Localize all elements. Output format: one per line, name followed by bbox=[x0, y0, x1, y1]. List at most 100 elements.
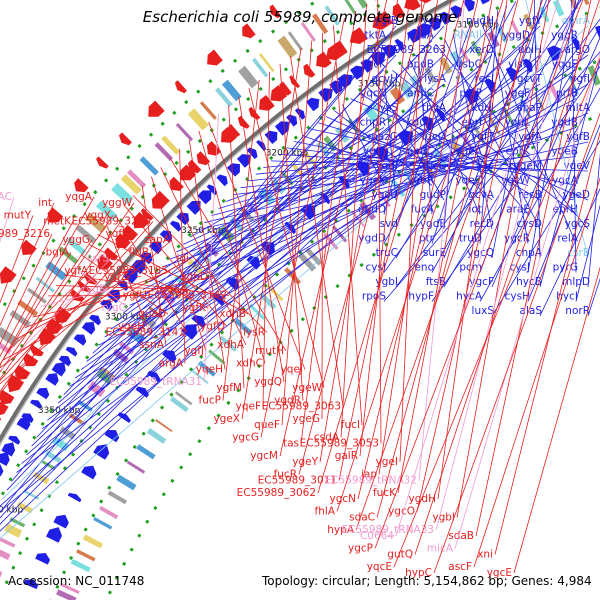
feature-block-outer bbox=[161, 135, 180, 155]
reverse-gene-label: fhlA bbox=[315, 506, 336, 518]
reverse-gene-label: ygfM bbox=[216, 382, 242, 394]
feature-block-inner2 bbox=[488, 116, 501, 135]
forward-gene-label: ygcU bbox=[372, 189, 398, 201]
forward-gene-label: ygcF bbox=[469, 276, 494, 288]
gene-arrow-reverse bbox=[188, 159, 202, 174]
feature-block-inner bbox=[0, 537, 16, 548]
feature-block-inner2 bbox=[191, 370, 209, 384]
reverse-gene-label: yqcE bbox=[367, 561, 392, 573]
gene-arrow-forward-inner bbox=[522, 58, 533, 73]
feature-block-outer bbox=[175, 122, 194, 142]
reverse-gene-leader bbox=[32, 276, 211, 318]
gene-arrow-forward bbox=[337, 74, 353, 89]
feature-block-inner2 bbox=[60, 582, 80, 594]
reverse-gene-leader bbox=[377, 0, 382, 444]
reverse-gene-leader bbox=[317, 0, 465, 494]
forward-gene-label: eprI bbox=[461, 117, 482, 129]
reverse-gene-leader bbox=[9, 270, 91, 350]
feature-block-inner2 bbox=[56, 589, 77, 600]
feature-block-inner bbox=[270, 178, 286, 195]
forward-gene-leader bbox=[47, 69, 529, 421]
reverse-gene-label: xdhA bbox=[217, 339, 245, 351]
feature-block-outer bbox=[127, 169, 147, 189]
gene-arrow-reverse bbox=[206, 141, 222, 156]
reverse-gene-label: lysR bbox=[243, 327, 265, 339]
forward-gene-label: eno bbox=[414, 262, 434, 274]
reverse-gene-label: fucP bbox=[199, 395, 221, 407]
reverse-gene-leader bbox=[114, 214, 188, 333]
forward-gene-leader bbox=[452, 33, 493, 230]
forward-gene-label: kduI bbox=[472, 102, 495, 114]
reverse-gene-leader bbox=[80, 254, 169, 315]
gene-arrow-reverse bbox=[0, 390, 15, 405]
reverse-gene-label: yqfH bbox=[106, 228, 130, 240]
feature-block-inner bbox=[40, 459, 56, 471]
feature-block-outer bbox=[45, 261, 67, 281]
forward-gene-leader bbox=[225, 141, 397, 202]
reverse-gene-label: ygcM bbox=[250, 450, 278, 462]
gene-arrow-forward bbox=[51, 362, 66, 377]
scale-tick-label: 3250 kbp bbox=[181, 226, 224, 236]
reverse-gene-label: EC55989_3062 bbox=[237, 487, 316, 499]
forward-gene-label: amiC bbox=[407, 88, 434, 100]
reverse-gene-label: tas bbox=[283, 438, 299, 450]
feature-block-outer bbox=[199, 101, 217, 120]
scale-tick-label: 3150 kbp bbox=[358, 79, 401, 89]
forward-gene-leader bbox=[383, 1, 517, 244]
feature-block-inner2 bbox=[403, 170, 418, 189]
forward-gene-label: ygcR bbox=[504, 233, 530, 245]
reverse-gene-leader bbox=[241, 48, 302, 420]
reverse-gene-leader bbox=[0, 233, 53, 345]
feature-block-inner bbox=[389, 86, 406, 105]
forward-gene-label: fucA bbox=[411, 204, 435, 216]
reverse-gene-label: rygD bbox=[82, 284, 107, 296]
reverse-gene-leader bbox=[208, 122, 306, 370]
reverse-gene-leader bbox=[435, 0, 575, 531]
reverse-gene-leader bbox=[260, 18, 345, 438]
gene-arrow-forward bbox=[65, 346, 78, 357]
reverse-gene-label: xdhC bbox=[236, 358, 263, 370]
gene-arrow-forward bbox=[1, 442, 16, 457]
forward-gene-label: tktA bbox=[365, 30, 387, 42]
feature-block-outer bbox=[187, 108, 209, 131]
feature-block-inner2 bbox=[460, 131, 475, 151]
forward-gene-leader bbox=[0, 25, 445, 519]
scale-tick-label: 3300 kbp bbox=[105, 312, 148, 322]
reverse-gene-leader bbox=[0, 233, 133, 382]
reverse-gene-label: ygdR bbox=[274, 395, 301, 407]
forward-gene-label: norR bbox=[565, 305, 590, 317]
forward-gene-leader bbox=[129, 112, 589, 306]
forward-gene-leader bbox=[488, 14, 529, 244]
reverse-gene-leader bbox=[279, 63, 304, 401]
gene-arrow-forward bbox=[306, 97, 320, 112]
feature-block-inner2 bbox=[93, 517, 113, 530]
reverse-gene-label: ygfA bbox=[64, 265, 89, 277]
gene-arrow-forward bbox=[463, 0, 475, 12]
reverse-gene-leader bbox=[290, 55, 344, 407]
gene-arrow-forward bbox=[329, 80, 343, 95]
gene-arrow-reverse bbox=[196, 151, 211, 166]
forward-gene-label: mlpD bbox=[562, 276, 590, 288]
gene-arrow-forward-inner bbox=[135, 386, 149, 398]
reverse-gene-leader bbox=[454, 52, 600, 549]
feature-block-inner bbox=[118, 341, 135, 355]
feature-block-inner bbox=[371, 102, 383, 117]
reverse-gene-label: ygeH bbox=[118, 321, 145, 333]
forward-gene-label: truD bbox=[459, 233, 482, 245]
gene-arrow-forward bbox=[131, 259, 146, 275]
feature-block-inner2 bbox=[116, 474, 137, 491]
forward-gene-leader bbox=[248, 156, 481, 182]
forward-gene-label: frcK bbox=[366, 59, 388, 71]
gene-arrow-forward bbox=[8, 435, 21, 445]
forward-gene-leader bbox=[575, 204, 600, 302]
feature-block-outer bbox=[139, 156, 159, 176]
reverse-gene-leader bbox=[340, 3, 367, 438]
reverse-gene-leader bbox=[40, 289, 110, 307]
reverse-gene-leader bbox=[198, 130, 266, 364]
reverse-gene-label: ygdH bbox=[409, 493, 436, 505]
reverse-gene-leader bbox=[132, 195, 268, 333]
reverse-gene-leader bbox=[494, 130, 600, 555]
gene-arrow-forward bbox=[274, 121, 290, 136]
reverse-gene-leader bbox=[321, 32, 324, 420]
feature-block-outer bbox=[277, 35, 298, 59]
